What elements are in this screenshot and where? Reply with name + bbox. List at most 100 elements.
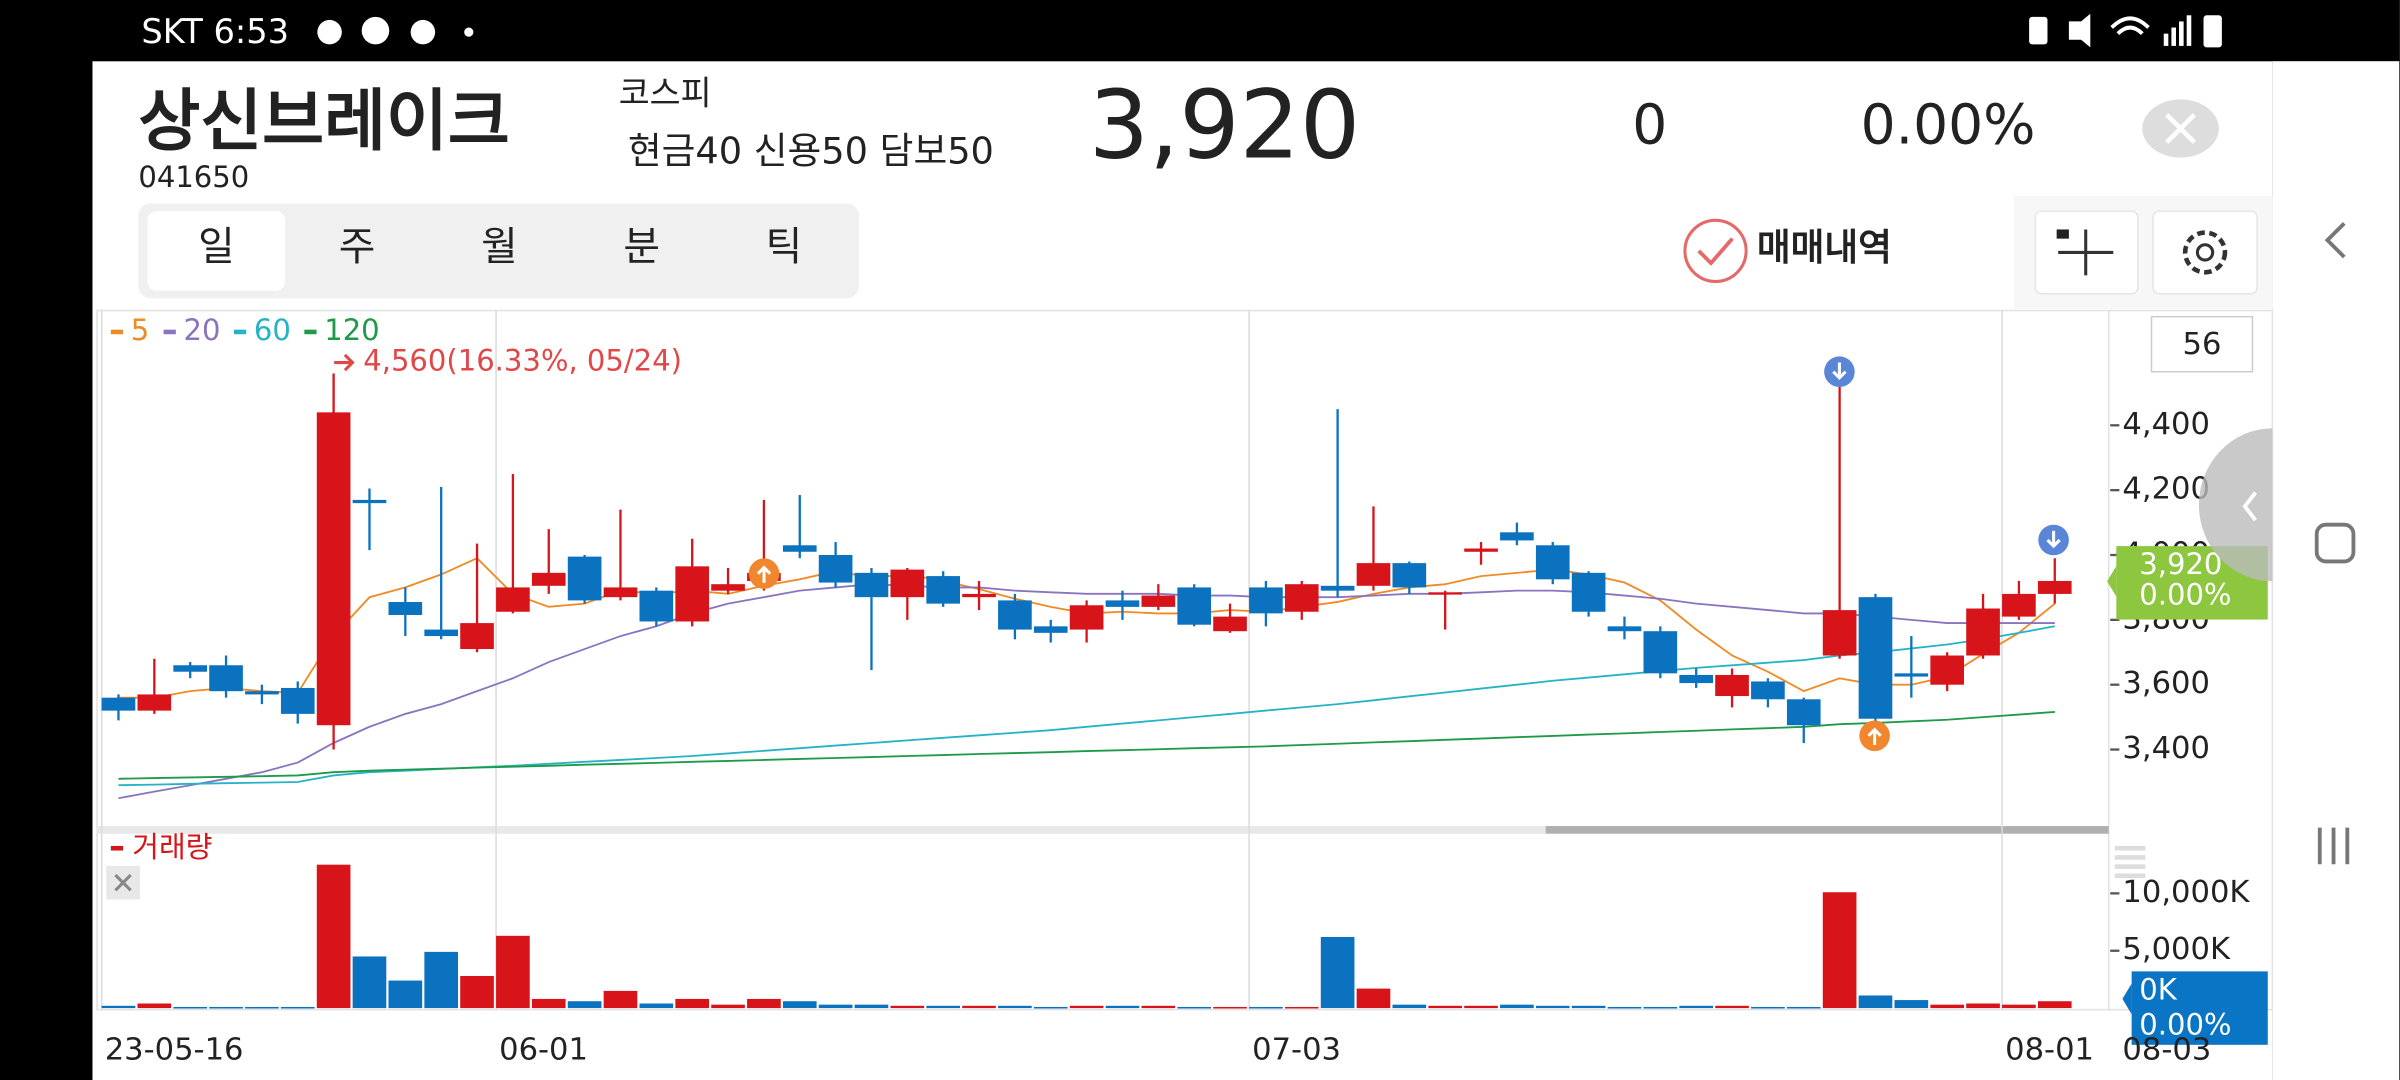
candle-body (926, 576, 961, 604)
side-panel-arrow[interactable] (2242, 491, 2258, 522)
volume-bar (1249, 1006, 1283, 1009)
volume-legend-mark (110, 845, 124, 851)
legend-label: 20 (183, 313, 220, 347)
volume-bar (1751, 1006, 1785, 1009)
volume-bar (890, 1005, 925, 1009)
volume-bar (1930, 1004, 1965, 1009)
y-tick-label: 3,600 (2122, 666, 2210, 701)
volume-bar (1571, 1005, 1606, 1009)
candle-body (531, 572, 566, 586)
volume-close-icon[interactable] (114, 873, 132, 892)
volume-bar (1894, 1000, 1929, 1009)
candle-body (1249, 587, 1283, 614)
volume-bar (316, 864, 351, 1009)
volume-bar (1715, 1005, 1749, 1009)
y-tick-label: 10,000K (2122, 875, 2250, 910)
candle-body (962, 593, 996, 598)
candle-body (2037, 580, 2072, 594)
candle-body (1571, 572, 1606, 612)
candle-body (1141, 595, 1176, 607)
candle-body (603, 587, 638, 598)
volume-tag-bg (2131, 971, 2268, 1045)
candle-body (388, 602, 423, 615)
price-tag-pct: 0.00% (2139, 578, 2231, 612)
side-panel-handle[interactable] (2198, 428, 2273, 582)
check-circle[interactable] (1683, 218, 1748, 284)
candle-body (1500, 532, 1534, 541)
nav-home[interactable] (2314, 522, 2356, 564)
trade-history-toggle[interactable]: 매매내역 (1683, 218, 1892, 284)
tab[interactable]: 월 (481, 224, 518, 270)
volume-bar (567, 1001, 602, 1009)
crosshair-icon[interactable] (2058, 229, 2114, 276)
volume-bar (747, 998, 781, 1009)
price-tag-pointer (2107, 566, 2117, 597)
nav-recent[interactable] (2317, 827, 2350, 865)
y-tick-label: 5,000K (2122, 932, 2231, 967)
nav-back[interactable] (2324, 221, 2346, 259)
moving-average (118, 583, 2055, 800)
candle-body (711, 584, 745, 591)
candle-body (854, 572, 889, 598)
visible-count[interactable]: 56 (2183, 327, 2222, 362)
chart: 23-05-1606-0107-0308-013,4003,6003,8004,… (100, 310, 2250, 1067)
volume-tag-pct: 0.00% (2139, 1007, 2231, 1041)
volume-legend: 거래량 (132, 830, 212, 864)
scroll-thumb[interactable] (1545, 826, 2109, 834)
candle-body (1751, 681, 1785, 700)
volume-bar (1607, 1006, 1642, 1009)
check-icon[interactable] (1697, 237, 1734, 266)
gear-center[interactable] (2195, 243, 2215, 262)
tab[interactable]: 분 (623, 224, 660, 270)
volume-bar (460, 975, 494, 1009)
volume-bar (1858, 995, 1893, 1009)
candle-body (1715, 674, 1749, 697)
moving-average (118, 711, 2055, 780)
volume-bar (1822, 892, 1857, 1009)
tab-bar (138, 203, 859, 299)
candle-body (1607, 626, 1642, 632)
legend-label: 60 (254, 313, 291, 347)
count-box[interactable] (2150, 315, 2254, 373)
volume-bar (782, 1001, 817, 1009)
trade-history-label[interactable]: 매매내역 (1757, 226, 1892, 269)
volume-bar (1356, 988, 1391, 1009)
volume-bar (1141, 1005, 1176, 1009)
candle-body (1858, 597, 1893, 719)
volume-bar (424, 951, 459, 1009)
candle-body (137, 694, 172, 711)
volume-bar (1320, 936, 1355, 1009)
legend-label: 5 (131, 313, 149, 347)
candle-body (460, 623, 494, 650)
settings-button[interactable] (2152, 210, 2258, 295)
candle-body (209, 665, 243, 692)
scroll-track (97, 826, 2109, 834)
candle-body (1284, 584, 1319, 612)
volume-menu-icon[interactable] (2114, 845, 2146, 879)
crosshair-dot[interactable] (2056, 229, 2069, 239)
gear-icon[interactable] (2182, 230, 2228, 275)
volume-bar (101, 1005, 136, 1009)
candle-body (245, 691, 279, 695)
close-button[interactable] (2142, 99, 2219, 158)
volume-bar (496, 935, 530, 1009)
price-plot (101, 373, 2072, 800)
tab[interactable]: 주 (339, 224, 376, 270)
tab[interactable]: 일 (198, 224, 235, 270)
volume-bar (1213, 1006, 1247, 1009)
candle-body (1894, 673, 1929, 677)
volume-bar (1786, 1006, 1821, 1009)
high-annotation: 4,560(16.33%, 05/24) (363, 344, 682, 378)
tab[interactable]: 틱 (766, 224, 803, 270)
close-icon[interactable] (2165, 113, 2196, 144)
volume-bar (1679, 1005, 1714, 1009)
volume-bar (1500, 1004, 1534, 1009)
volume-bar (1428, 1005, 1463, 1009)
candle-body (675, 566, 710, 622)
candle-body (1392, 563, 1427, 588)
y-tick-label: 4,200 (2122, 472, 2210, 507)
volume-bar (926, 1005, 961, 1009)
signal-markers (748, 356, 2069, 752)
candle-body (424, 629, 459, 637)
